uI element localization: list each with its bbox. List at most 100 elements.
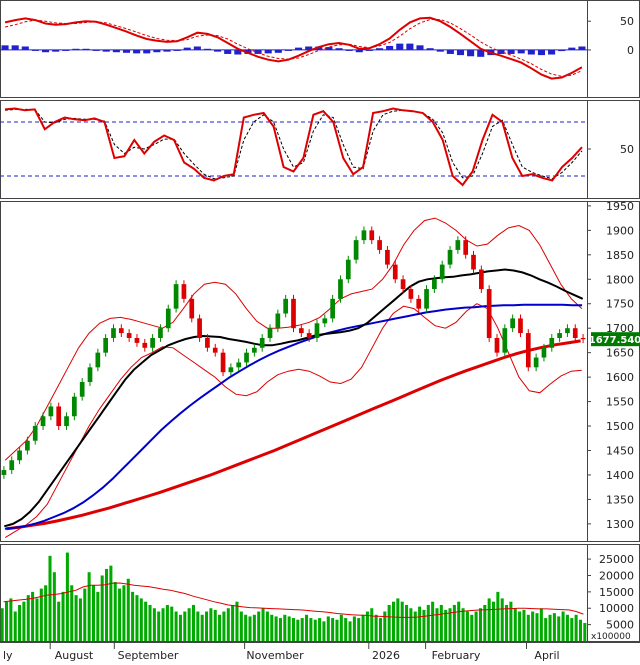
volume-bar (335, 619, 339, 641)
macd-signal-line (4, 19, 583, 77)
volume-bar (422, 609, 426, 641)
volume-bar (148, 604, 152, 641)
ma-50-line (4, 268, 584, 528)
volume-bar (539, 608, 543, 641)
macd-histogram-bar (52, 49, 60, 52)
candle-body (533, 357, 539, 368)
volume-bar (487, 598, 491, 641)
volume-bar (509, 601, 513, 641)
price-tick-label: 1400 (606, 469, 634, 482)
volume-bar (244, 614, 248, 641)
volume-tick-label: 15000 (599, 586, 634, 599)
volume-bar (126, 578, 130, 641)
volume-bar (222, 611, 226, 641)
price-tick-label: 1450 (606, 444, 634, 457)
volume-bar (400, 601, 404, 641)
price-tick-label: 1500 (606, 420, 634, 433)
month-label: April (534, 649, 559, 662)
candle-body (322, 318, 328, 324)
candle-body (72, 396, 77, 417)
volume-bar (13, 611, 17, 641)
candle-body (408, 289, 414, 299)
macd-histogram-bar (436, 49, 444, 52)
volume-bar (470, 614, 474, 641)
candle-body (56, 406, 62, 427)
volume-bar (248, 616, 252, 641)
ma-200-line (6, 339, 581, 531)
volume-bar (200, 614, 204, 641)
volume-bar (274, 616, 278, 641)
candle-body (79, 382, 85, 397)
macd-tick-label: 0 (627, 44, 634, 57)
volume-bar (452, 604, 456, 641)
volume-bar (296, 619, 300, 641)
candle-body (212, 347, 218, 353)
candle-body (377, 240, 382, 250)
volume-bar (231, 604, 235, 641)
volume-bar (535, 613, 539, 641)
volume-bar (139, 598, 143, 641)
volume-bar (318, 618, 322, 641)
macd-histogram-bar (102, 49, 110, 52)
price-tick-label: 1600 (606, 371, 634, 384)
volume-bar (365, 611, 369, 641)
volume-bar (444, 609, 448, 641)
volume-bar (309, 618, 313, 641)
stochastic-frame (0, 100, 640, 199)
candle-body (353, 240, 359, 260)
candle-body (134, 337, 140, 343)
macd-histogram-bar (305, 46, 313, 50)
macd-histogram-bar (477, 49, 485, 57)
volume-tick-label: 25000 (599, 553, 634, 566)
candle-body (298, 328, 304, 334)
volume-bar (83, 588, 87, 641)
candle-body (48, 406, 54, 417)
volume-bar (344, 618, 348, 641)
candle-body (181, 284, 187, 299)
volume-bar (209, 608, 213, 641)
candle-body (518, 318, 523, 334)
month-label: September (118, 649, 179, 662)
volume-bar (435, 608, 439, 641)
volume-bar (283, 614, 287, 641)
candle-body (275, 313, 281, 329)
candle-body (95, 352, 101, 368)
volume-tick-label: 20000 (599, 569, 634, 582)
volume-bar (570, 618, 574, 641)
candle-body (502, 328, 508, 353)
volume-bar (383, 611, 387, 641)
volume-bar (361, 614, 365, 641)
volume-bar (348, 621, 352, 641)
volume-bar (52, 572, 56, 641)
volume-bar (18, 604, 22, 641)
macd-histogram-bar (163, 49, 171, 52)
candle-body (173, 284, 179, 309)
volume-bar (500, 598, 504, 641)
macd-histogram-bar (578, 46, 586, 50)
volume-bar (187, 608, 191, 641)
volume-bar (544, 618, 548, 641)
macd-histogram-bar (335, 48, 343, 50)
macd-histogram-bar (92, 49, 100, 51)
macd-histogram-bar (224, 49, 232, 54)
candle-body (486, 289, 492, 338)
month-gridline-anchor (0, 0, 416, 643)
month-label: February (432, 649, 481, 662)
price-panel: 1950 1900 1850 1800 1750 1700 1650 1600 1550 1500… (0, 200, 640, 542)
volume-bar (439, 604, 443, 641)
volume-bar (583, 622, 587, 641)
last-price-tag (591, 332, 639, 347)
candle-body (471, 254, 476, 270)
volume-bar (252, 614, 256, 641)
macd-histogram-bar (193, 46, 201, 50)
candle-body (565, 328, 570, 334)
volume-bar (205, 611, 209, 641)
candle-body (32, 426, 38, 441)
macd-histogram-bar (467, 49, 475, 57)
macd-histogram-bar (82, 48, 90, 50)
volume-bar (165, 604, 169, 641)
last-price-value: 1677.540 (589, 335, 640, 346)
volume-bar (339, 614, 343, 641)
macd-line (4, 16, 583, 80)
volume-bar (5, 601, 9, 641)
